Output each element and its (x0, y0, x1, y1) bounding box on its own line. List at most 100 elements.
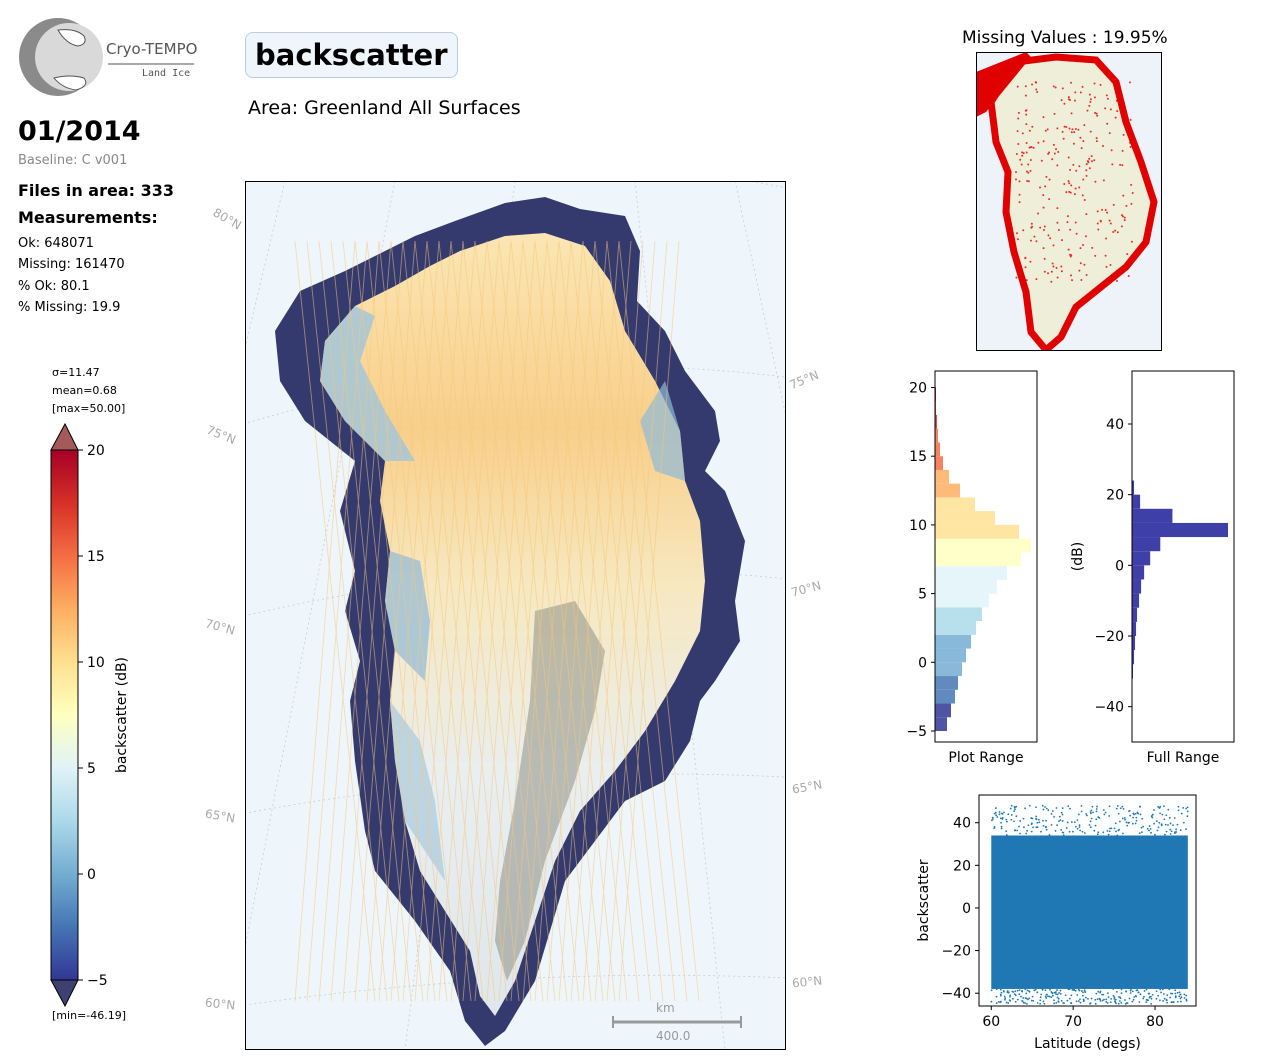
scatter-point (1153, 822, 1155, 825)
scatter-point (1010, 814, 1013, 816)
scatter-point (1134, 822, 1137, 825)
scatter-point (1003, 811, 1005, 814)
scatter-point (1077, 1000, 1080, 1002)
scatter-point (1090, 997, 1093, 1000)
scatter-point (1032, 826, 1034, 829)
scatter-point (1087, 998, 1089, 1000)
scatter-point (1096, 805, 1098, 808)
scale-value: 400.0 (656, 1029, 691, 1043)
scatter-point (1007, 991, 1010, 994)
scatter-point (1183, 997, 1186, 999)
scatter-point (1092, 811, 1094, 814)
colorbar-tick-label: −5 (87, 973, 108, 989)
scatter-point (1095, 808, 1098, 810)
logo-subtitle: Land Ice (142, 68, 191, 79)
scatter-point (1117, 812, 1120, 815)
scatter-point (1090, 809, 1093, 812)
scatter-point (1045, 997, 1048, 999)
histogram-bar (1132, 593, 1140, 608)
scatter-point (1120, 1001, 1123, 1004)
scatter-point (1049, 988, 1051, 991)
scatter-point (1150, 815, 1153, 817)
scatter-point (1169, 822, 1172, 825)
scatter-point (1114, 822, 1117, 825)
scatter-point (1096, 833, 1099, 836)
scatter-point (1160, 824, 1163, 826)
colorbar-stat-min: [min=-46.19] (52, 1009, 127, 1022)
scatter-point (1045, 819, 1047, 822)
main-map (245, 181, 786, 1050)
scatter-point (1136, 989, 1139, 992)
scatter-point (1095, 810, 1098, 813)
scatter-point (1174, 832, 1176, 834)
scatter-point (1159, 812, 1161, 815)
scatter-point (1138, 805, 1141, 808)
scatter-point (1112, 995, 1115, 997)
scatter-point (1173, 817, 1176, 819)
scatter-point (1068, 997, 1071, 1000)
scatter-point (1165, 999, 1168, 1002)
scatter-point (1001, 818, 1004, 820)
scatter-point (1133, 996, 1136, 998)
scatter-point (1132, 816, 1134, 819)
scatter-point (1077, 813, 1080, 816)
scatter-point (1076, 827, 1079, 830)
scatter-point (1145, 1001, 1148, 1004)
scatter-point (1074, 989, 1077, 992)
colorbar-tick-label: 0 (87, 867, 96, 883)
scatter-point (1090, 812, 1092, 815)
scatter-bulk (991, 835, 1188, 989)
scatter-point (995, 988, 998, 990)
scatter-point (1045, 828, 1048, 831)
histogram-bar (935, 456, 943, 470)
scatter-point (1180, 812, 1183, 815)
scatter-point (1073, 821, 1076, 824)
scatter-point (1045, 807, 1048, 810)
scatter-point (1061, 820, 1064, 822)
scatter-point (1028, 997, 1030, 1000)
scatter-point (1178, 995, 1181, 998)
histogram-bar (935, 524, 1019, 539)
scatter-point (1076, 994, 1079, 996)
scatter-point (1004, 998, 1006, 1001)
scatter-point (1119, 807, 1122, 810)
scatter-point (1183, 993, 1186, 996)
scatter-point (1006, 990, 1009, 992)
scatter-point (1186, 815, 1189, 818)
scatter-point (1108, 830, 1111, 833)
scatter-point (1134, 812, 1137, 815)
y-axis-label: backscatter (916, 859, 932, 941)
x-tick-label: 70 (1064, 1014, 1082, 1030)
scatter-point (1064, 994, 1067, 997)
scatter-point (1097, 816, 1100, 818)
scatter-point (1063, 1002, 1065, 1005)
scatter-point (1022, 1001, 1025, 1004)
scatter-point (1129, 992, 1132, 994)
scatter-point (1140, 831, 1143, 834)
scatter-point (1117, 1002, 1120, 1005)
scatter-point (1172, 824, 1174, 827)
scatter-point (1014, 990, 1017, 993)
scatter-point (1174, 989, 1177, 992)
scatter-point (1179, 997, 1182, 1000)
scatter-point (1130, 988, 1132, 991)
scatter-point (1086, 814, 1088, 817)
scatter-point (1163, 818, 1166, 821)
scatter-point (1003, 990, 1005, 993)
scatter-point (1097, 990, 1100, 993)
scatter-point (1185, 994, 1188, 997)
scatter-point (1055, 993, 1058, 996)
scatter-point (1012, 997, 1014, 1000)
scatter-point (1037, 818, 1040, 821)
scatter-point (993, 827, 996, 829)
scatter-point (1030, 830, 1033, 833)
scatter-point (1161, 813, 1164, 816)
scatter-point (1153, 809, 1155, 811)
scatter-point (1055, 991, 1057, 993)
scatter-point (1055, 807, 1058, 809)
scatter-point (1137, 812, 1140, 815)
colorbar-under-arrow (50, 979, 79, 1008)
scatter-point (1180, 996, 1183, 998)
scatter-point (1009, 807, 1012, 810)
scatter-point (1031, 995, 1034, 998)
